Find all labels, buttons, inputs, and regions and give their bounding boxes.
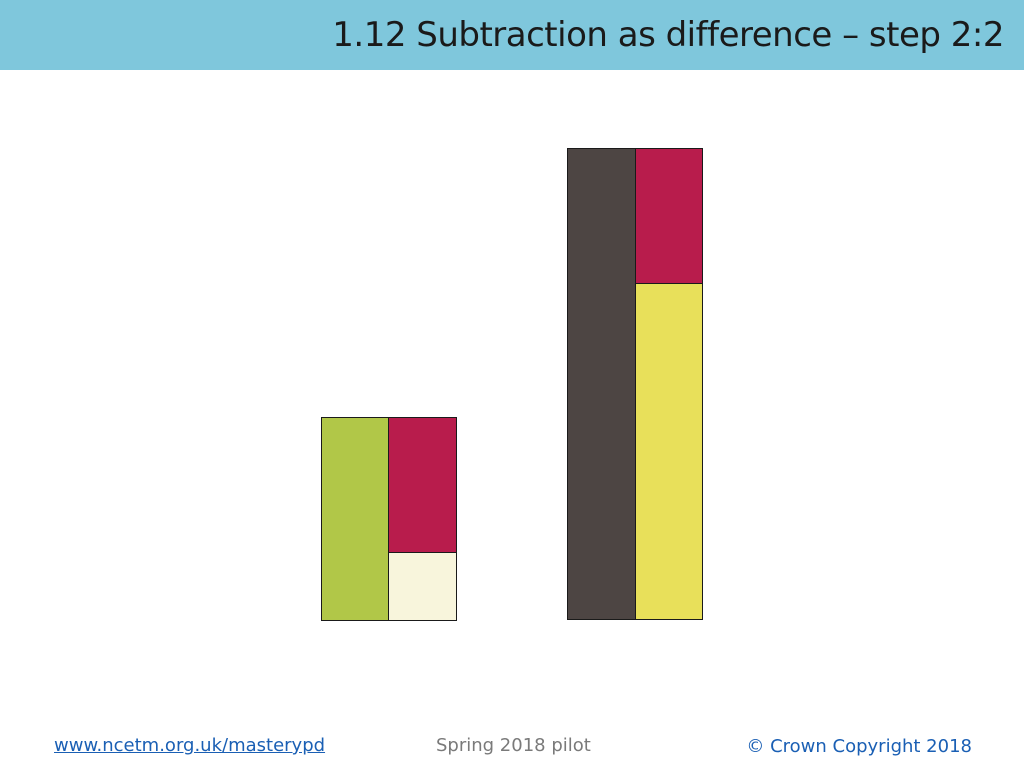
right-whole-bar — [567, 148, 636, 620]
pilot-label: Spring 2018 pilot — [436, 735, 591, 756]
left-whole-bar — [321, 417, 389, 621]
right-compare-bar — [635, 148, 703, 284]
slide-title: 1.12 Subtraction as difference – step 2:… — [332, 15, 1004, 55]
right-difference-bar — [635, 283, 703, 620]
header-bar: 1.12 Subtraction as difference – step 2:… — [0, 0, 1024, 70]
left-difference-bar — [388, 552, 457, 621]
left-compare-bar — [388, 417, 457, 553]
copyright-label: © Crown Copyright 2018 — [746, 736, 972, 757]
website-link[interactable]: www.ncetm.org.uk/masterypd — [54, 735, 326, 756]
